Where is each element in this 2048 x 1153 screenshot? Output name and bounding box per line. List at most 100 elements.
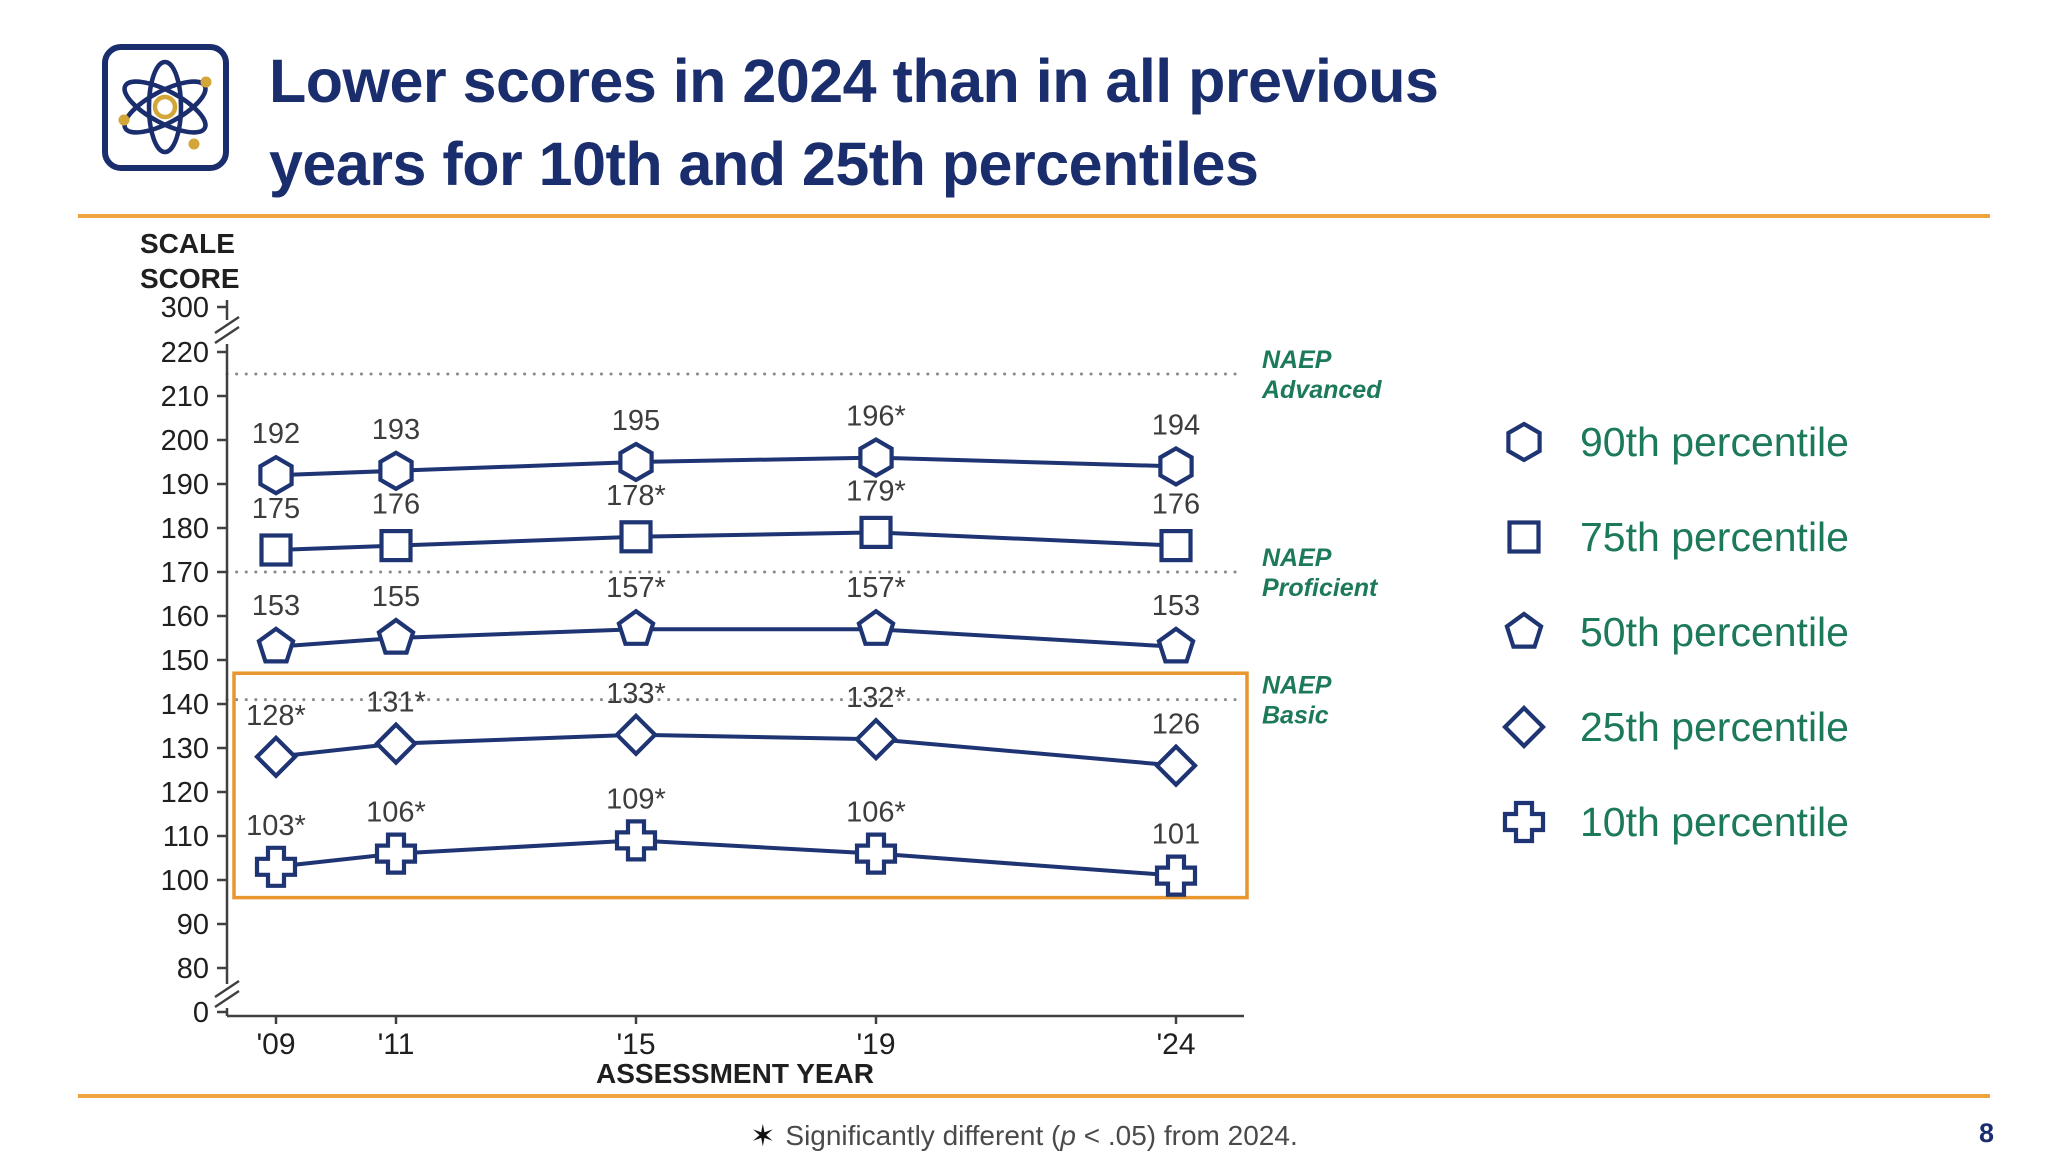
marker-square [1507,520,1541,554]
x-axis-title: ASSESSMENT YEAR [596,1058,874,1089]
y-tick-label: 140 [161,689,209,721]
data-label: 126 [1152,709,1200,741]
data-label: 194 [1152,409,1200,441]
marker-square [1159,528,1193,563]
x-tick-label: '19 [856,1028,895,1061]
data-label: 106* [366,797,426,829]
x-tick-label: '15 [616,1028,655,1061]
legend-item: 90th percentile [1500,418,1849,466]
marker-square [619,520,653,554]
data-label: 106* [846,797,906,829]
axis-break-mark [214,315,240,335]
x-tick-label: '09 [256,1028,295,1061]
top-divider [78,214,1990,218]
data-label: 157* [606,572,666,604]
data-label: 192 [252,418,300,450]
legend-item: 75th percentile [1500,513,1849,561]
marker-cross [254,845,298,888]
data-label: 196* [846,401,906,433]
pentagon-marker-icon [1504,611,1544,649]
marker-cross [854,832,898,875]
marker-cross [1502,800,1546,844]
legend-item: 25th percentile [1500,703,1849,751]
significance-star-icon: ✶ [750,1120,776,1153]
marker-pentagon [856,608,896,646]
data-label: 153 [1152,590,1200,622]
achievement-level-label: Advanced [1261,376,1382,404]
y-axis-title: SCALE SCORE [140,228,240,294]
marker-cross [614,819,658,862]
legend-label: 75th percentile [1580,513,1849,560]
title-line-2: years for 10th and 25th percentiles [269,129,1259,198]
y-tick-label: 130 [161,733,209,765]
bottom-divider [78,1094,1990,1098]
data-label: 155 [372,581,420,613]
y-tick-label: 0 [193,997,209,1029]
legend-item: 10th percentile [1500,798,1849,846]
chart-legend: 90th percentile 75th percentile 50th perce… [1500,418,1849,893]
data-label: 178* [606,480,666,512]
marker-hexagon [858,437,894,479]
page-number: 8 [1978,1118,1994,1148]
y-tick-label: 200 [161,425,209,457]
data-label: 195 [612,405,660,437]
marker-diamond [254,734,298,779]
marker-diamond [374,721,418,766]
slide-title: Lower scores in 2024 than in all previou… [269,40,1439,206]
hexagon-marker-icon [1506,421,1542,463]
marker-pentagon [1504,611,1544,649]
data-label: 128* [246,700,306,732]
y-tick-label: 170 [161,557,209,589]
data-label: 153 [252,590,300,622]
slide-header: Lower scores in 2024 than in all previou… [98,40,1439,206]
marker-pentagon [1156,626,1196,664]
y-tick-label: 180 [161,513,209,545]
legend-label: 50th percentile [1580,608,1849,655]
axis-break-mark [214,989,240,1009]
marker-diamond [614,712,658,757]
marker-diamond [1502,705,1546,749]
marker-hexagon [1158,445,1194,487]
data-label: 103* [246,810,306,842]
y-tick-label: 150 [161,645,209,677]
achievement-level-label: Proficient [1262,574,1379,602]
highlight-box [232,671,1249,900]
marker-diamond [1154,743,1198,788]
legend-label: 25th percentile [1580,703,1849,750]
diamond-marker-icon [1502,705,1546,749]
square-marker-icon [1507,520,1541,554]
y-tick-label: 80 [177,953,209,985]
marker-square [259,533,293,567]
marker-hexagon [618,441,654,483]
legend-item: 50th percentile [1500,608,1849,656]
marker-square [379,528,413,563]
achievement-level-label: NAEP [1262,672,1332,700]
data-label: 193 [372,414,420,446]
axis-break-mark [214,979,240,999]
data-label: 133* [606,678,666,710]
data-label: 175 [252,493,300,525]
data-label: 132* [846,682,906,714]
achievement-level-label: NAEP [1262,346,1332,374]
legend-label: 10th percentile [1580,798,1849,845]
marker-square [859,515,893,550]
data-label: 176 [372,489,420,521]
y-tick-label: 90 [177,909,209,941]
marker-pentagon [616,608,656,646]
footnote-text: Significantly different (p < .05) from 2… [785,1120,1298,1151]
marker-hexagon [378,450,414,492]
axis-break-mark [214,325,240,345]
footnote: ✶ Significantly different (p < .05) from … [0,1118,2048,1153]
marker-cross [374,832,418,875]
y-tick-label: 120 [161,777,209,809]
legend-label: 90th percentile [1580,418,1849,465]
data-label: 109* [606,783,666,815]
marker-diamond [854,717,898,762]
y-tick-label: 300 [161,292,209,324]
y-tick-label: 220 [161,337,209,369]
data-label: 176 [1152,489,1200,521]
y-tick-label: 110 [163,821,209,853]
achievement-level-label: NAEP [1262,544,1332,572]
axis-break-gap [224,320,230,344]
